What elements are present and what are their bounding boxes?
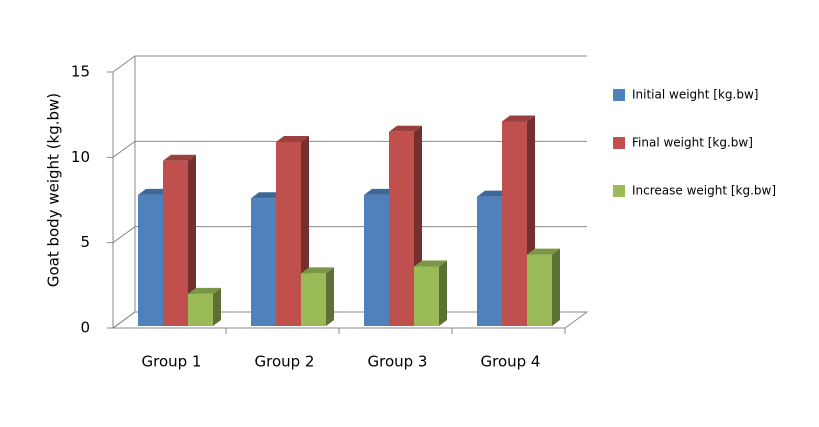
bar-face	[251, 192, 284, 199]
y-tick-label: 0	[80, 319, 90, 337]
bar-face	[477, 196, 502, 326]
legend-label: Increase weight [kg.bw]	[632, 184, 776, 198]
y-tick-label: 10	[71, 148, 90, 166]
grid-line	[112, 55, 587, 73]
bar-face	[251, 198, 276, 326]
grid-line	[112, 140, 587, 158]
bar-face	[301, 273, 326, 326]
legend-label: Initial weight [kg.bw]	[632, 88, 758, 102]
bar-face	[527, 248, 560, 255]
legend-swatch	[613, 89, 625, 101]
bar	[301, 267, 334, 326]
bar-face	[527, 254, 552, 326]
bar-face	[138, 188, 171, 195]
bar-face	[439, 260, 447, 326]
bar	[414, 260, 447, 326]
bar-face	[389, 125, 422, 132]
bar-face	[301, 267, 334, 274]
x-tick-label: Group 2	[255, 353, 315, 371]
bar-face	[414, 266, 439, 326]
legend-swatch	[613, 137, 625, 149]
bar-face	[414, 260, 447, 267]
x-tick-label: Group 4	[481, 353, 541, 371]
bar-face	[188, 287, 221, 294]
y-tick-label: 15	[71, 63, 90, 81]
legend-swatch	[613, 185, 625, 197]
x-tick-label: Group 1	[142, 353, 202, 371]
bar-face	[276, 135, 309, 142]
bar	[188, 287, 221, 326]
bar-face	[502, 115, 535, 122]
legend-label: Final weight [kg.bw]	[632, 136, 753, 150]
bar-face	[138, 194, 163, 326]
grid-line	[112, 226, 587, 244]
bar-face	[213, 287, 221, 326]
bar-face	[364, 194, 389, 326]
y-tick-label: 5	[80, 233, 90, 251]
x-tick-label: Group 3	[368, 353, 428, 371]
bar-face	[502, 121, 527, 326]
bar	[527, 248, 560, 326]
bar-face	[552, 248, 560, 326]
bar-face	[326, 267, 334, 326]
bar-face	[163, 160, 188, 326]
bar	[163, 154, 196, 326]
bar-face	[477, 190, 510, 197]
bar-face	[163, 154, 196, 161]
bar-face	[188, 154, 196, 326]
bar-face	[276, 141, 301, 326]
bar-face	[364, 188, 397, 195]
y-axis-title: Goat body weight (kg.bw)	[45, 93, 63, 287]
bar-face	[389, 131, 414, 326]
bar-face	[188, 293, 213, 326]
